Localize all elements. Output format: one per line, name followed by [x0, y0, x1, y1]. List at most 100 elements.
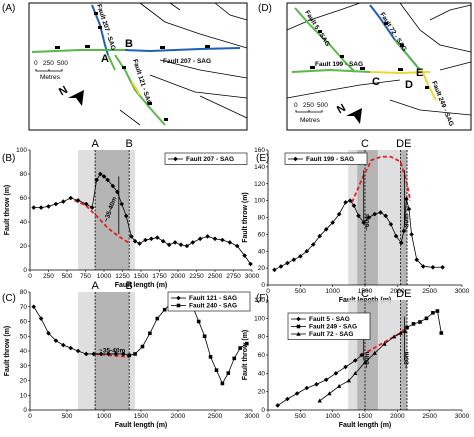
panel-label-c: (C) — [2, 293, 16, 304]
x-tick-label: 3000 — [245, 273, 260, 280]
y-axis-label: Fault throw (m) — [242, 192, 249, 243]
shade-zone — [348, 150, 358, 285]
legend-marker — [296, 331, 301, 336]
shade-zone — [348, 300, 358, 410]
x-tick-label: 2750 — [226, 273, 241, 280]
map-d-scale-250: 250 — [303, 102, 314, 109]
shade-zone — [400, 300, 408, 410]
data-point — [38, 205, 44, 210]
map-a-scale-unit: Metres — [40, 74, 61, 81]
data-point — [208, 355, 213, 359]
data-point — [155, 316, 160, 321]
legend-marker — [176, 295, 181, 301]
y-tick-label: 50 — [20, 333, 28, 340]
x-tick-label: 1500 — [134, 273, 149, 280]
map-d-trace — [399, 2, 472, 53]
data-point — [140, 344, 145, 349]
x-tick-label: 3000 — [455, 413, 470, 420]
data-point — [162, 307, 167, 312]
data-point — [75, 198, 81, 203]
data-point — [323, 377, 329, 383]
data-point — [83, 201, 89, 207]
data-point — [214, 368, 219, 372]
shade-zone — [400, 150, 408, 285]
map-d-trace — [286, 2, 361, 31]
legend-label: Fault 199 - SAG — [306, 156, 354, 163]
map-d-point-d: D — [405, 79, 413, 91]
data-point — [291, 257, 297, 262]
data-point — [220, 381, 225, 386]
data-point — [110, 183, 116, 189]
x-axis-label: Fault length (m) — [339, 422, 392, 429]
panel-label-b: (B) — [2, 153, 15, 164]
map-a-fault-121 — [114, 54, 166, 126]
map-a: A B Fault 207 - SAG Fault 207 - SAG Faul… — [28, 2, 248, 131]
section-marker: A — [91, 138, 99, 150]
section-marker: C — [361, 288, 369, 300]
data-point — [91, 351, 96, 357]
panel-label-a: (A) — [2, 3, 15, 14]
legend-marker — [176, 303, 181, 308]
data-point — [418, 320, 422, 324]
shade-zone — [78, 292, 96, 410]
map-a-scale-250: 250 — [43, 60, 54, 67]
data-point — [404, 196, 409, 202]
data-point — [285, 396, 290, 402]
throw-annotation-c: ~60m — [364, 214, 371, 231]
x-tick-label: 2000 — [171, 413, 186, 420]
chart-0: 0 250 500 750 1000 1250 1500 1750 2000 2250 2500 27… — [4, 138, 260, 289]
data-point — [353, 358, 358, 363]
shade-zone — [95, 150, 130, 270]
x-tick-label: 1750 — [152, 273, 167, 280]
shade-zone — [129, 150, 136, 270]
map-d-scale-500: 500 — [317, 102, 328, 109]
legend-box — [284, 152, 368, 165]
map-a-fault-label-right: Fault 207 - SAG — [163, 58, 211, 65]
data-point — [336, 383, 342, 388]
x-axis-label: Fault length (m) — [115, 422, 168, 429]
x-tick-label: 250 — [43, 273, 54, 280]
data-point — [137, 241, 142, 246]
y-tick-label: 20 — [20, 243, 28, 250]
data-point — [327, 391, 332, 396]
data-point — [366, 215, 372, 220]
y-tick-label: 0 — [23, 267, 27, 274]
data-point — [133, 352, 137, 356]
data-point — [101, 174, 107, 179]
section-marker: DE — [396, 138, 411, 150]
data-point — [346, 378, 352, 383]
y-axis-label: Fault throw (m) — [4, 326, 11, 377]
map-d-frame — [286, 2, 472, 131]
x-tick-label: 0 — [28, 273, 32, 280]
y-tick-label: 80 — [258, 334, 266, 341]
data-point — [98, 351, 104, 357]
x-tick-label: 1500 — [358, 413, 373, 420]
data-point — [409, 232, 414, 237]
data-point — [336, 211, 342, 217]
map-a-trace — [214, 2, 248, 21]
panel-label-e: (E) — [256, 153, 269, 164]
map-a-point-a: A — [101, 53, 109, 65]
data-point — [178, 242, 184, 248]
map-a-point-b: B — [125, 38, 133, 50]
data-point — [89, 205, 95, 210]
x-tick-label: 500 — [62, 413, 73, 420]
y-tick-label: 70 — [20, 304, 28, 311]
map-a-scale-0: 0 — [34, 60, 38, 67]
data-point — [148, 331, 152, 336]
y-tick-label: 60 — [258, 352, 266, 359]
data-point — [129, 234, 134, 239]
data-point — [202, 334, 207, 339]
series-line — [277, 354, 363, 406]
data-point — [149, 236, 154, 242]
panel-label-d: (D) — [258, 3, 272, 14]
x-tick-label: 1250 — [115, 273, 130, 280]
data-point — [46, 204, 51, 209]
y-tick-label: 100 — [16, 147, 27, 154]
data-point — [46, 331, 51, 336]
map-a-fault-207-upper-green — [107, 54, 116, 71]
data-point — [234, 243, 240, 249]
y-tick-label: 120 — [254, 181, 265, 188]
data-point — [310, 242, 316, 247]
